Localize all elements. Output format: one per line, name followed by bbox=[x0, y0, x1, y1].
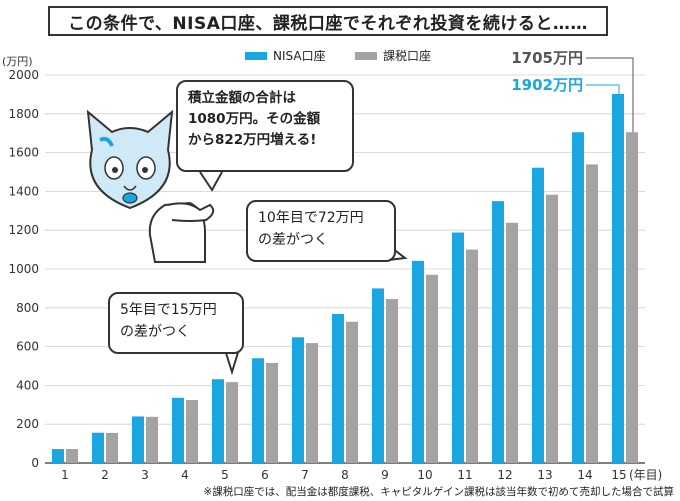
y-tick-label: 2000 bbox=[8, 68, 39, 82]
taxable-bar bbox=[146, 416, 158, 463]
summary-line-1: 積立金額の合計は bbox=[188, 90, 296, 106]
summary-callout-tail bbox=[199, 171, 223, 192]
y-tick-label: 1400 bbox=[8, 184, 39, 198]
page-title: この条件で、NISA口座、課税口座でそれぞれ投資を続けると…… bbox=[48, 6, 608, 36]
nisa-bar bbox=[532, 167, 544, 463]
taxable-bar bbox=[306, 343, 318, 463]
x-tick-label: 10 bbox=[417, 468, 432, 482]
nisa-bar bbox=[292, 337, 304, 463]
taxable-leader-line bbox=[586, 57, 634, 133]
x-tick-label: 4 bbox=[181, 468, 189, 482]
y-tick-label: 800 bbox=[16, 301, 39, 315]
x-tick-label: 14 bbox=[577, 468, 592, 482]
nisa-bar bbox=[132, 416, 144, 463]
y-tick-label: 1800 bbox=[8, 107, 39, 121]
x-tick-label: 3 bbox=[141, 468, 149, 482]
taxable-bar bbox=[346, 321, 358, 463]
taxable-bar bbox=[466, 249, 478, 463]
taxable-bar bbox=[546, 194, 558, 463]
x-tick-label: 5 bbox=[221, 468, 229, 482]
y-tick-label: 200 bbox=[16, 417, 39, 431]
taxable-bar bbox=[506, 222, 518, 463]
summary-callout: 積立金額の合計は 1080万円。その金額 から822万円増える! bbox=[176, 80, 354, 172]
taxable-bar bbox=[626, 132, 638, 464]
y-tick-label: 0 bbox=[31, 456, 39, 470]
taxable-bar bbox=[266, 362, 278, 463]
nisa-bar bbox=[172, 397, 184, 463]
taxable-bar bbox=[586, 164, 598, 463]
nisa-bar bbox=[212, 379, 224, 463]
taxable-bar bbox=[186, 399, 198, 463]
taxable-bar bbox=[106, 432, 118, 463]
nisa-bar bbox=[492, 201, 504, 463]
x-tick-label: 6 bbox=[261, 468, 269, 482]
year5-line-1: 5年目で15万円 bbox=[120, 302, 217, 318]
taxable-bar bbox=[426, 274, 438, 463]
x-tick-label: 2 bbox=[101, 468, 109, 482]
year5-line-2: の差がつく bbox=[120, 323, 190, 340]
y-tick-label: 1600 bbox=[8, 146, 39, 160]
y-tick-label: 1200 bbox=[8, 223, 39, 237]
x-tick-label: 9 bbox=[381, 468, 389, 482]
nisa-bar bbox=[412, 260, 424, 463]
y-tick-label: 400 bbox=[16, 378, 39, 392]
nisa-bar bbox=[92, 432, 104, 463]
legend-nisa-swatch bbox=[245, 52, 267, 60]
y-tick-label: 600 bbox=[16, 340, 39, 354]
final-nisa-label: 1902万円 bbox=[511, 76, 583, 94]
x-tick-label: 15 bbox=[611, 468, 626, 482]
nisa-bar bbox=[332, 314, 344, 463]
nisa-bar bbox=[252, 358, 264, 463]
cat-mascot-illustration bbox=[86, 109, 215, 263]
y-axis-unit-label: (万円) bbox=[2, 55, 33, 68]
footnote: ※課税口座では、配当金は都度課税、キャピタルゲイン課税は該当年数で初めて売却した… bbox=[203, 486, 674, 498]
x-tick-label: 11 bbox=[457, 468, 472, 482]
legend-taxable-swatch bbox=[355, 52, 377, 60]
summary-line-3: から822万円増える! bbox=[188, 131, 317, 148]
x-tick-label: 8 bbox=[341, 468, 349, 482]
x-tick-label: 7 bbox=[301, 468, 309, 482]
x-tick-label: 12 bbox=[497, 468, 512, 482]
taxable-bar bbox=[386, 299, 398, 463]
summary-line-2: 1080万円。その金額 bbox=[188, 110, 321, 127]
legend-nisa-label: NISA口座 bbox=[273, 48, 326, 63]
nisa-bar bbox=[572, 132, 584, 464]
nisa-leader-line bbox=[586, 84, 620, 95]
taxable-bar bbox=[226, 382, 238, 463]
nisa-bar bbox=[452, 232, 464, 463]
taxable-bar bbox=[66, 449, 78, 463]
x-tick-label: 13 bbox=[537, 468, 552, 482]
nisa-bar bbox=[612, 94, 624, 464]
nisa-bar bbox=[372, 288, 384, 463]
year5-callout: 5年目で15万円 の差がつく bbox=[108, 292, 244, 354]
year10-callout: 10年目で72万円 の差がつく bbox=[246, 200, 396, 262]
y-tick-label: 1000 bbox=[8, 262, 39, 276]
year10-line-1: 10年目で72万円 bbox=[258, 210, 364, 226]
x-tick-label: 1 bbox=[61, 468, 69, 482]
nisa-bar bbox=[52, 449, 64, 463]
final-taxable-label: 1705万円 bbox=[511, 49, 583, 67]
legend-taxable-label: 課税口座 bbox=[383, 48, 431, 63]
year10-line-2: の差がつく bbox=[258, 231, 328, 248]
x-axis-unit-label: (年目) bbox=[629, 468, 662, 482]
